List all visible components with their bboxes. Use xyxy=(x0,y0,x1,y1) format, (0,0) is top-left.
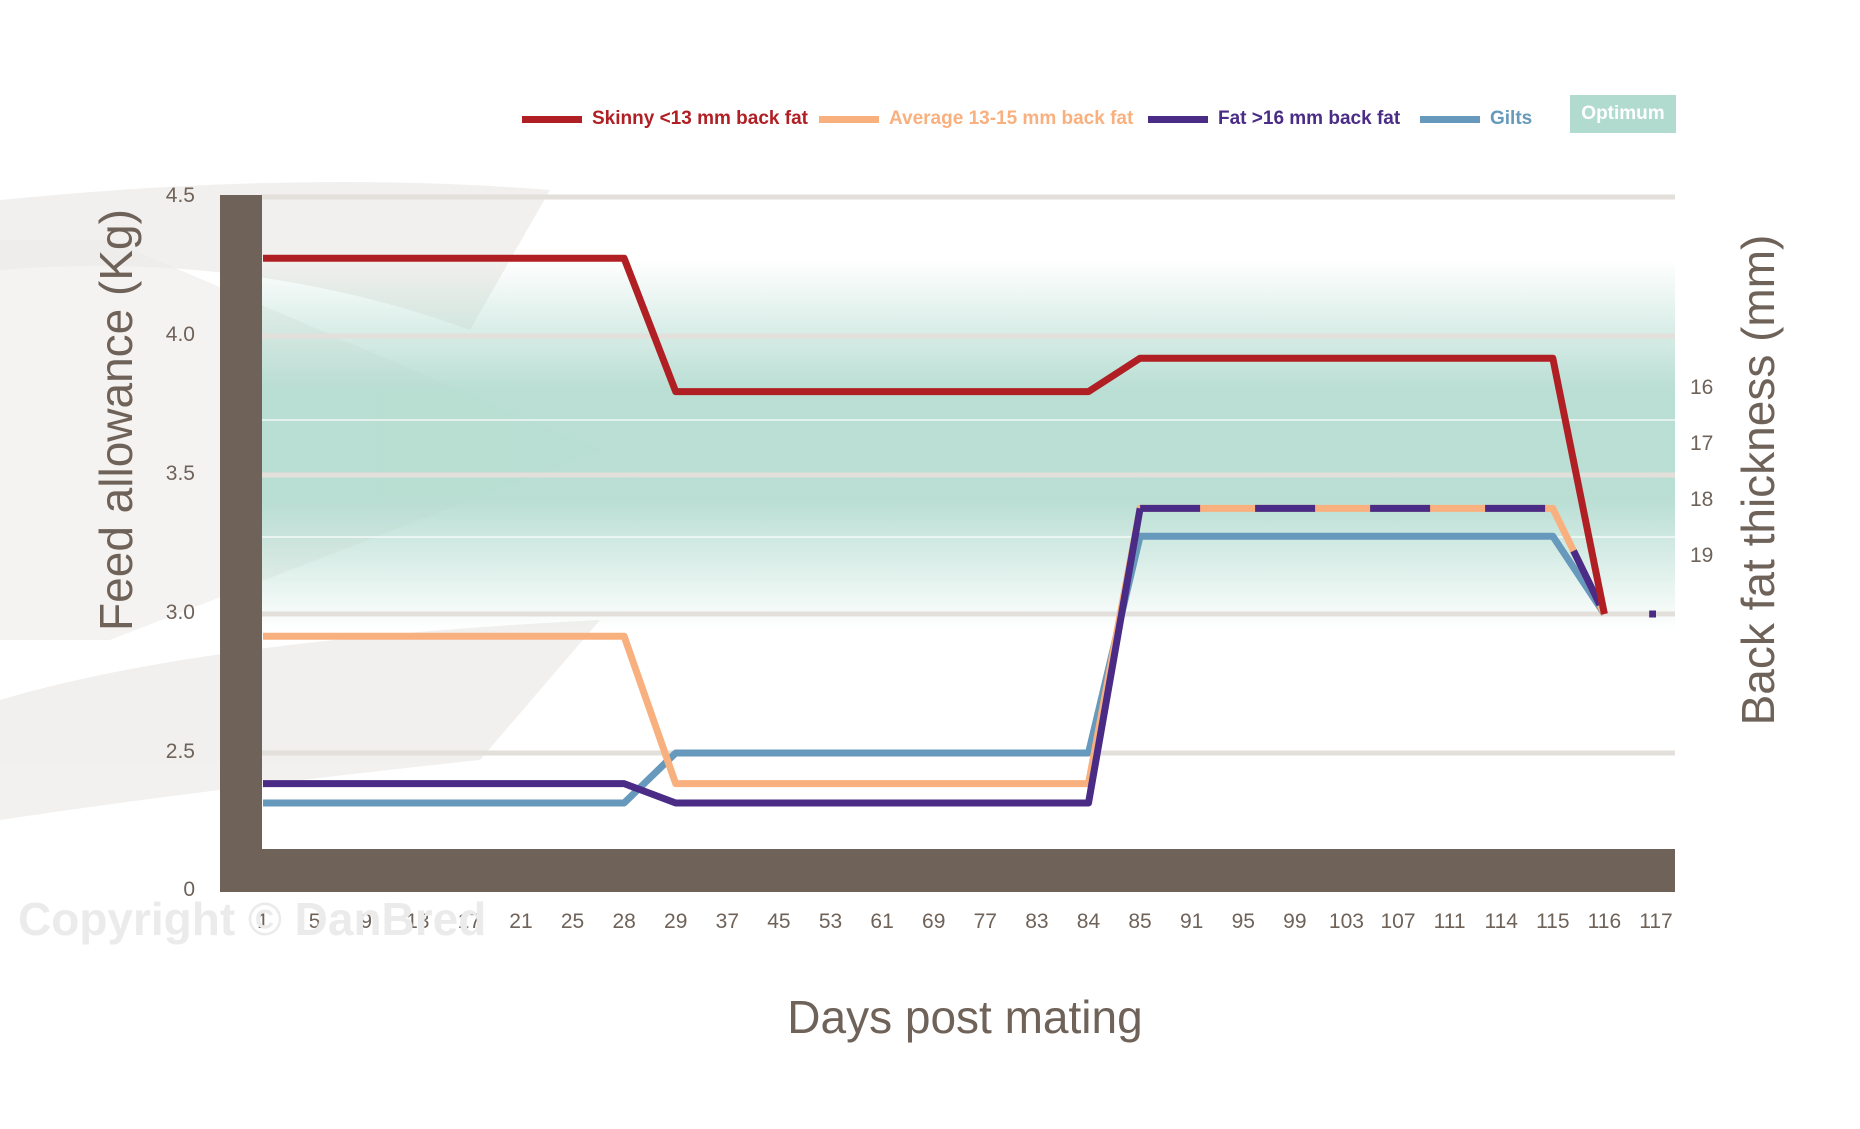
x-tick: 5 xyxy=(308,910,321,933)
x-tick: 77 xyxy=(973,910,997,933)
x-tick: 99 xyxy=(1283,910,1307,933)
legend-item-gilts[interactable]: Gilts xyxy=(1420,100,1532,138)
x-tick: 45 xyxy=(767,910,791,933)
x-tick: 69 xyxy=(922,910,946,933)
x-tick: 9 xyxy=(360,910,373,933)
legend-swatch-gilts xyxy=(1420,115,1480,123)
gridlines xyxy=(260,194,1675,756)
x-tick: 13 xyxy=(406,910,430,933)
series-line-fat xyxy=(263,507,1144,807)
legend-label-fat: Fat >16 mm back fat xyxy=(1218,108,1401,129)
x-tick: 114 xyxy=(1484,910,1518,933)
legend-item-skinny[interactable]: Skinny <13 mm back fat xyxy=(522,100,808,138)
y-right-tick: 17 xyxy=(1690,432,1714,455)
x-tick: 103 xyxy=(1328,910,1364,933)
y-right-tick: 19 xyxy=(1690,544,1714,567)
x-tick: 84 xyxy=(1076,910,1101,933)
x-tick: 17 xyxy=(457,910,482,933)
y-axis-label: Feed allowance (Kg) xyxy=(90,209,142,631)
x-tick: 61 xyxy=(870,910,894,933)
x-tick: 107 xyxy=(1380,910,1416,933)
x-tick: 37 xyxy=(715,910,739,933)
x-tick: 115 xyxy=(1536,910,1570,933)
y-axis-pillar xyxy=(220,195,262,892)
legend-label-gilts: Gilts xyxy=(1490,108,1533,129)
x-axis-label: Days post mating xyxy=(787,991,1143,1043)
x-tick: 29 xyxy=(664,910,688,933)
x-tick: 111 xyxy=(1433,910,1466,933)
x-tick: 95 xyxy=(1231,910,1255,933)
x-tick: 116 xyxy=(1587,910,1622,933)
x-tick: 91 xyxy=(1179,910,1204,933)
y-right-tick: 18 xyxy=(1690,488,1714,511)
y-right-tick: 16 xyxy=(1690,376,1714,399)
legend-item-average[interactable]: Average 13-15 mm back fat xyxy=(819,100,1133,138)
legend: Skinny <13 mm back fat Average 13-15 mm … xyxy=(0,100,1860,140)
legend-swatch-skinny xyxy=(522,115,582,123)
x-tick: 21 xyxy=(509,910,533,933)
x-tick: 83 xyxy=(1025,910,1049,933)
copyright-watermark: Copyright © DanBred xyxy=(18,893,487,945)
x-tick: 117 xyxy=(1639,910,1673,933)
y-tick: 3.5 xyxy=(165,462,195,485)
y-tick: 4.0 xyxy=(165,323,195,346)
series-line-fat-dashed xyxy=(1140,504,1656,618)
x-tick: 53 xyxy=(818,910,843,933)
x-tick: 1 xyxy=(257,910,269,933)
legend-swatch-average xyxy=(819,115,879,123)
y-tick: 2.5 xyxy=(165,740,195,763)
x-axis-base xyxy=(220,849,1675,892)
x-tick: 28 xyxy=(612,910,636,933)
legend-swatch-fat xyxy=(1148,115,1208,123)
y-right-axis-label: Back fat thickness (mm) xyxy=(1732,234,1784,726)
legend-label-average: Average 13-15 mm back fat xyxy=(889,108,1134,129)
legend-item-fat[interactable]: Fat >16 mm back fat xyxy=(1148,100,1400,138)
legend-label-skinny: Skinny <13 mm back fat xyxy=(592,108,808,129)
x-tick: 85 xyxy=(1128,910,1152,933)
y-tick: 4.5 xyxy=(165,184,195,207)
series-line-skinny xyxy=(263,254,1608,615)
series-line-gilts xyxy=(263,532,1608,807)
y-tick: 3.0 xyxy=(165,601,195,624)
x-tick: 25 xyxy=(560,910,585,933)
y-tick: 0 xyxy=(183,878,195,901)
optimum-band xyxy=(260,260,1675,630)
legend-item-optimum[interactable]: Optimum xyxy=(1570,95,1676,133)
